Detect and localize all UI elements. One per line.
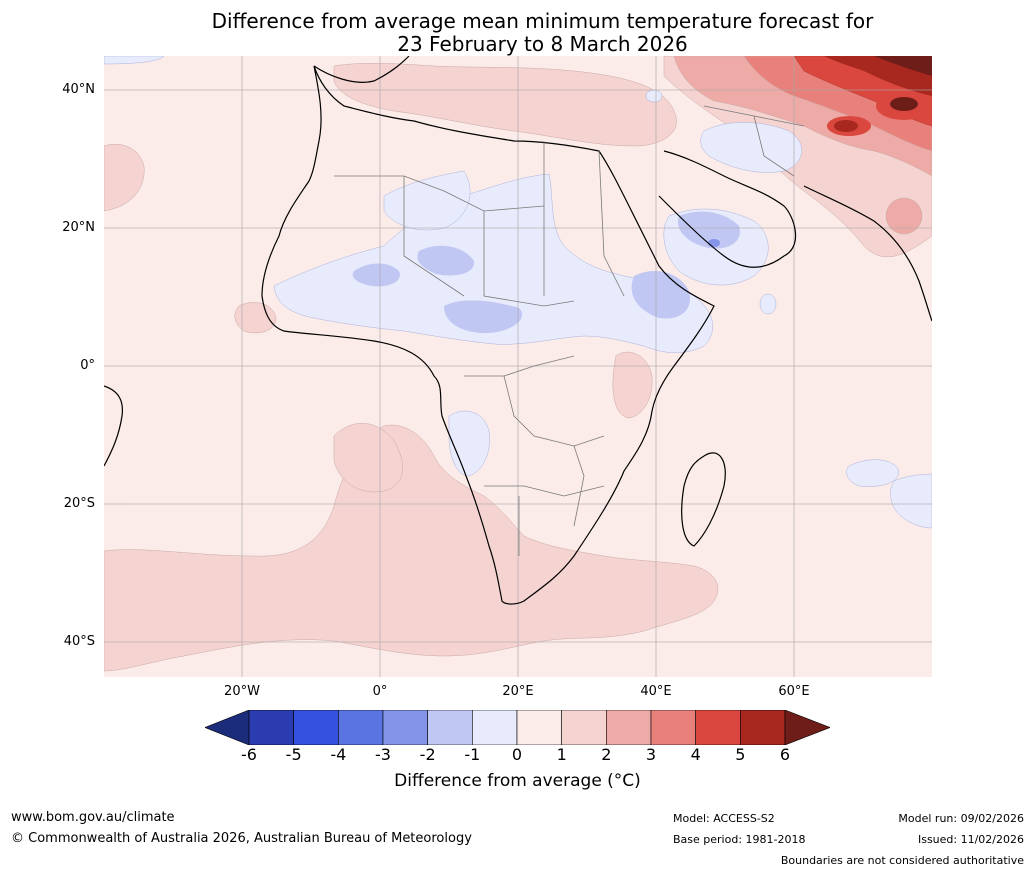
anomaly-west-patch [104, 143, 145, 212]
colorbar-tick-label: -4 [330, 745, 347, 764]
anomaly-west-africa-cool-2 [417, 245, 475, 276]
anomaly-northeast-core [874, 56, 932, 76]
colorbar-tick-label: 5 [735, 745, 746, 764]
anomaly-south-band [104, 424, 719, 672]
anomaly-north-atlantic-cool [104, 56, 165, 65]
colorbar-segment [650, 710, 696, 745]
colorbar-segment [606, 710, 652, 745]
lon-label-0: 0° [372, 684, 388, 699]
colorbar-extend-low [205, 710, 250, 745]
colorbar-segment [472, 710, 518, 745]
anomaly-far-east-cool [890, 473, 932, 529]
footer-website: www.bom.gov.au/climate [11, 810, 175, 825]
lat-label-40s: 40°S [63, 634, 95, 649]
anomaly-red-sea-cool [678, 211, 740, 249]
europe-coastline [313, 56, 410, 83]
colorbar-tick-label: 0 [511, 745, 523, 764]
footer-disclaimer: Boundaries are not considered authoritat… [780, 854, 1024, 867]
lat-label-20s: 20°S [63, 496, 95, 511]
map-title-line-1: Difference from average mean minimum tem… [211, 9, 874, 33]
anomaly-mediterranean-patch [333, 63, 677, 147]
colorbar-segment [561, 710, 607, 745]
colorbar-tick-label: 2 [601, 745, 612, 764]
colorbar-tick-label: -5 [285, 745, 302, 764]
lat-label-20n: 20°N [62, 220, 95, 235]
lon-label-40e: 40°E [640, 684, 672, 699]
anomaly-india-patch [885, 197, 923, 235]
forecast-map [104, 56, 932, 677]
lat-label-equator: 0° [80, 358, 95, 373]
anomaly-nigeria-cool [444, 300, 523, 334]
footer-copyright: © Commonwealth of Australia 2026, Austra… [11, 831, 472, 846]
colorbar-tick-label: 1 [556, 745, 567, 764]
madagascar-coastline [681, 452, 726, 547]
anomaly-west-africa-cool-1 [352, 263, 400, 287]
anomaly-levant-cool [645, 89, 663, 103]
colorbar-segment [293, 710, 339, 745]
anomaly-iran-core [834, 120, 858, 132]
footer-base-period: Base period: 1981-2018 [673, 833, 806, 846]
footer-issued: Issued: 11/02/2026 [917, 833, 1024, 846]
anomaly-yemen-cool [708, 239, 720, 247]
colorbar-label: Difference from average (°C) [394, 771, 641, 791]
footer-model-run: Model run: 09/02/2026 [898, 812, 1024, 825]
lon-label-60e: 60°E [778, 684, 810, 699]
colorbar-tick-label: -3 [375, 745, 391, 764]
anomaly-arabian-sea-cool [759, 293, 777, 315]
lon-label-20e: 20°E [502, 684, 534, 699]
colorbar-tick-label: -6 [241, 745, 257, 764]
lon-label-20w: 20°W [224, 684, 260, 699]
arabia-coastline [658, 150, 797, 268]
india-coastline [803, 185, 932, 322]
colorbar-tick-label: -1 [464, 745, 481, 764]
colorbar-segment [516, 710, 562, 745]
colorbar-tick-label: -2 [419, 745, 436, 764]
anomaly-afghan-core [890, 97, 918, 111]
colorbar-tick-label: 6 [779, 745, 791, 764]
colorbar-segment [740, 710, 786, 745]
colorbar-segment [382, 710, 428, 745]
map-gridlines [104, 56, 932, 677]
map-title-line-2: 23 February to 8 March 2026 [397, 32, 688, 56]
anomaly-iran-cool [700, 122, 802, 173]
colorbar [205, 710, 830, 745]
colorbar-segment [248, 710, 294, 745]
colorbar-tick-label: 3 [645, 745, 657, 764]
colorbar-segment [695, 710, 741, 745]
footer-model: Model: ACCESS-S2 [673, 812, 775, 825]
colorbar-segment [338, 710, 384, 745]
anomaly-indian-ocean-cool [846, 459, 900, 487]
colorbar-segment [427, 710, 473, 745]
coastlines [104, 56, 932, 605]
anomaly-southwest-patch [333, 423, 403, 493]
africa-coastline [261, 65, 715, 605]
colorbar-tick-label: 4 [690, 745, 701, 764]
south-america-coastline [104, 385, 124, 467]
country-borders [334, 105, 805, 556]
colorbar-extend-high [784, 710, 830, 745]
lat-label-40n: 40°N [62, 82, 95, 97]
anomaly-east-africa-patch [612, 351, 653, 419]
